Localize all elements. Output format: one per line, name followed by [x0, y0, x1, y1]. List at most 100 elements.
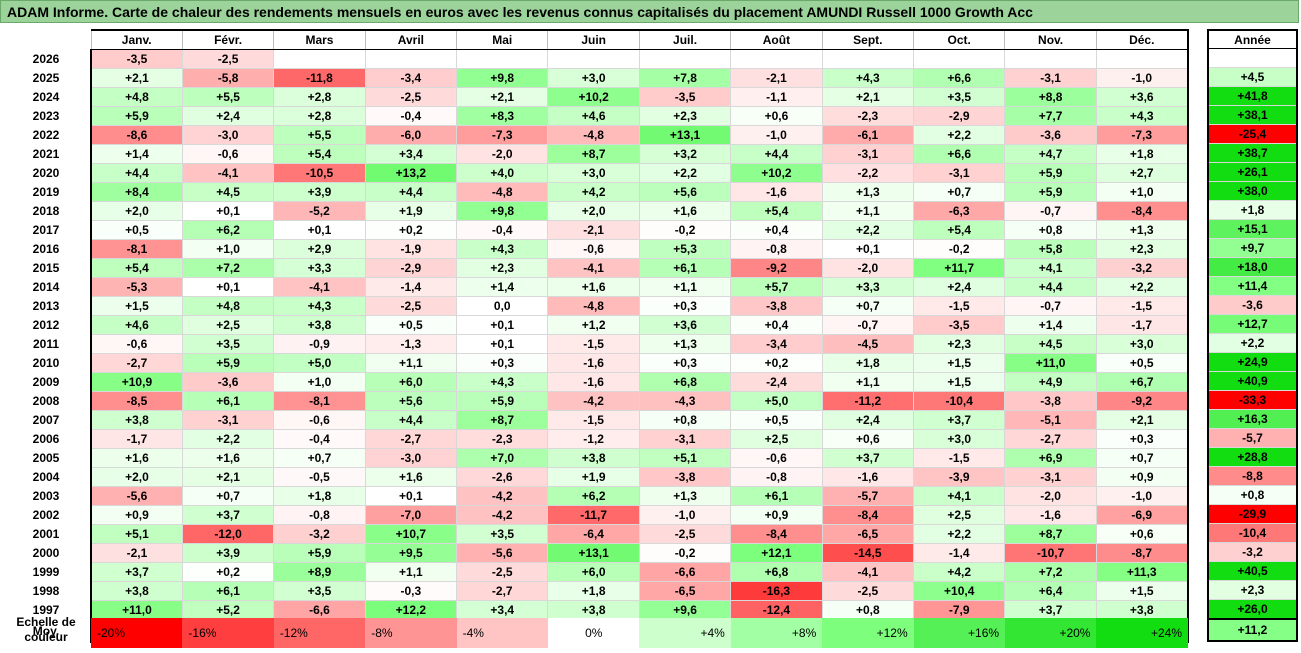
heatmap-cell: +2,5 [913, 505, 1006, 525]
heatmap-cell: +3,3 [273, 258, 366, 278]
annual-cell: +12,7 [1207, 314, 1298, 334]
heatmap-cell: +0,5 [730, 410, 823, 430]
heatmap-cell: +3,0 [913, 429, 1006, 449]
heatmap-cell: -11,7 [547, 505, 640, 525]
heatmap-cell: +2,1 [181, 467, 275, 487]
heatmap-cell: +1,6 [364, 467, 458, 487]
heatmap-cell: +2,1 [1095, 410, 1189, 430]
annual-cell: +24,9 [1207, 352, 1298, 372]
heatmap-cell: +10,9 [90, 372, 183, 392]
heatmap-cell: +3,9 [273, 182, 366, 202]
heatmap-cell: -0,6 [90, 334, 183, 354]
heatmap-cell: +3,6 [1095, 87, 1189, 107]
heatmap-cell: +12,1 [730, 543, 823, 563]
heatmap-cell: +4,1 [913, 486, 1006, 506]
heatmap-cell: -2,7 [364, 429, 458, 449]
heatmap-cell: +1,8 [273, 486, 366, 506]
heatmap-cell: +1,4 [90, 144, 183, 164]
year-row: 2000 -2,1 +3,9 +5,9 +9,5 -5,6 +13,1 -0,2 +12,1 -1… [2, 543, 1189, 563]
annual-cell: -8,8 [1207, 466, 1298, 486]
annual-cell: +11,4 [1207, 276, 1298, 296]
heatmap-cell: -2,0 [1004, 486, 1097, 506]
heatmap-cell: -8,4 [821, 505, 915, 525]
heatmap-cell: +5,9 [273, 543, 366, 563]
month-header: Sept. [821, 29, 914, 50]
heatmap-cell: +5,9 [181, 353, 275, 373]
heatmap-cell: +6,0 [364, 372, 458, 392]
heatmap-cell: +1,1 [364, 562, 458, 582]
heatmap-cell: +11,0 [90, 600, 183, 621]
heatmap-cell: -2,7 [456, 581, 549, 601]
heatmap-cell: +4,2 [547, 182, 640, 202]
heatmap-cell: +1,6 [90, 448, 183, 468]
heatmap-cell: -1,2 [547, 429, 640, 449]
heatmap-cell: -7,0 [364, 505, 458, 525]
annual-cell: -25,4 [1207, 124, 1298, 144]
heatmap-cell: -1,9 [364, 239, 458, 259]
heatmap-cell: +2,4 [181, 106, 275, 126]
heatmap-cell: -2,1 [730, 68, 823, 88]
heatmap-cell: -3,5 [638, 87, 732, 107]
year-row: 2006 -1,7 +2,2 -0,4 -2,7 -2,3 -1,2 -3,1 +2,5 +0,6… [2, 429, 1189, 449]
heatmap-cell: +3,7 [913, 410, 1006, 430]
year-row: 2004 +2,0 +2,1 -0,5 +1,6 -2,6 +1,9 -3,8 -0,8 -1,6… [2, 467, 1189, 487]
year-label: 2000 [2, 543, 92, 563]
heatmap-cell: +3,0 [547, 68, 640, 88]
heatmap-cell: -2,3 [456, 429, 549, 449]
heatmap-cell: +0,1 [364, 486, 458, 506]
year-label: 1997 [2, 600, 92, 620]
heatmap-cell: -2,3 [821, 106, 915, 126]
heatmap-cell: -3,8 [1004, 391, 1097, 411]
heatmap-cell: -3,0 [181, 125, 275, 145]
header-corner [2, 30, 91, 50]
heatmap-cell: +2,0 [90, 467, 183, 487]
heatmap-cell: -2,7 [90, 353, 183, 373]
heatmap-cell: -1,7 [90, 429, 183, 449]
heatmap-cell: +3,8 [90, 410, 183, 430]
heatmap-cell: +0,4 [730, 315, 823, 335]
heatmap-cell: +6,6 [913, 68, 1006, 88]
heatmap-cell: -8,1 [90, 239, 183, 259]
heatmap-cell: +1,1 [638, 277, 732, 297]
heatmap-cell: +1,6 [181, 448, 275, 468]
heatmap-cell: +0,5 [90, 220, 183, 240]
year-label: 2021 [2, 144, 92, 164]
heatmap-cell: +9,5 [364, 543, 458, 563]
year-row: 2009 +10,9 -3,6 +1,0 +6,0 +4,3 -1,6 +6,8 -2,4 +1,… [2, 372, 1189, 392]
year-label: 2005 [2, 448, 92, 468]
heatmap-cell: -12,0 [181, 524, 275, 544]
heatmap-cell: -3,8 [638, 467, 732, 487]
heatmap-cell: -0,7 [1004, 296, 1097, 316]
color-scale-label: Echelle de couleur [16, 615, 76, 644]
annual-cell: -5,7 [1207, 428, 1298, 448]
heatmap-cell: -4,8 [547, 296, 640, 316]
heatmap-cell: -1,7 [1095, 315, 1189, 335]
year-label: 2018 [2, 201, 92, 221]
heatmap-cell: -7,3 [456, 125, 549, 145]
heatmap-cell: +6,2 [181, 220, 275, 240]
heatmap-cell: +0,6 [821, 429, 915, 449]
heatmap-cell: +1,8 [1095, 144, 1189, 164]
heatmap-cell [821, 49, 915, 69]
annual-cell: +26,0 [1207, 599, 1298, 620]
heatmap-cell: +0,7 [181, 486, 275, 506]
year-row: 2002 +0,9 +3,7 -0,8 -7,0 -4,2 -11,7 -1,0 +0,9 -8,… [2, 505, 1189, 525]
heatmap-cell: +3,9 [181, 543, 275, 563]
heatmap-cell: -6,3 [913, 201, 1006, 221]
year-label: 2010 [2, 353, 92, 373]
heatmap-cell: -3,6 [181, 372, 275, 392]
heatmap-cell: +1,1 [821, 372, 915, 392]
color-scale-legend: -20% -16% -12% -8% -4% 0% +4% +8% +12% +16% +20% +2… [91, 618, 1188, 648]
heatmap-cell: -2,4 [730, 372, 823, 392]
year-label: 2012 [2, 315, 92, 335]
heatmap-cell: -9,2 [1095, 391, 1189, 411]
heatmap-cell: +4,7 [1004, 144, 1097, 164]
year-row: 1999 +3,7 +0,2 +8,9 +1,1 -2,5 +6,0 -6,6 +6,8 -4,1… [2, 562, 1189, 582]
heatmap-cell: -8,7 [1095, 543, 1189, 563]
heatmap-cell: +1,0 [273, 372, 366, 392]
heatmap-cell: +2,0 [547, 201, 640, 221]
heatmap-cell: +4,4 [364, 410, 458, 430]
heatmap-cell: +1,0 [1095, 182, 1189, 202]
heatmap-cell: +13,2 [364, 163, 458, 183]
heatmap-cell: +3,7 [821, 448, 915, 468]
